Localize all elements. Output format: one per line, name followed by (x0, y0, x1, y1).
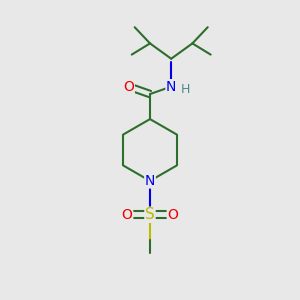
Text: N: N (166, 80, 176, 94)
Text: O: O (122, 208, 133, 222)
Text: N: N (145, 174, 155, 188)
Text: O: O (167, 208, 178, 222)
Text: O: O (123, 80, 134, 94)
Text: H: H (181, 82, 190, 95)
Text: S: S (145, 207, 155, 222)
